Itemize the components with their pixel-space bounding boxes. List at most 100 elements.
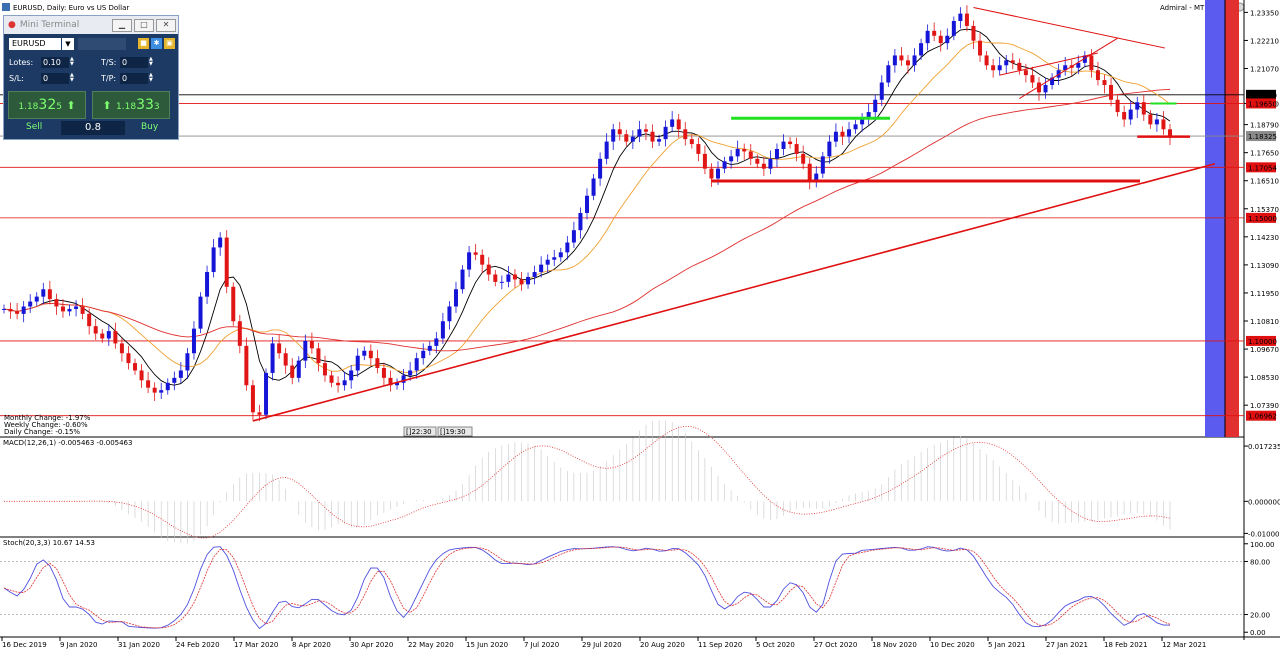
candle <box>133 358 138 375</box>
mini-terminal[interactable]: ● Mini Terminal ▁ □ ✕ EURUSD ▼ ■ ✱ ▣ Lot… <box>3 15 179 140</box>
minimize-button[interactable]: ▁ <box>112 19 132 32</box>
chevron-down-icon[interactable]: ▼ <box>62 38 74 50</box>
candle <box>381 362 386 387</box>
candle <box>905 54 910 74</box>
candle <box>598 152 603 186</box>
lots-input[interactable]: 0.10 <box>41 57 69 68</box>
future-zone-blue <box>1205 0 1225 437</box>
candle <box>1036 77 1041 101</box>
sl-input[interactable]: 0 <box>41 73 69 84</box>
channel-line-lower[interactable] <box>1019 37 1118 99</box>
candle <box>624 129 629 147</box>
date-tick-label: 16 Dec 2019 <box>2 641 47 649</box>
candle <box>670 111 675 133</box>
candle <box>951 16 956 41</box>
candle <box>604 133 609 165</box>
candle <box>735 140 740 162</box>
candle <box>231 282 236 326</box>
candle <box>218 232 223 256</box>
monthly-change: Monthly Change: -1.97% <box>4 414 91 422</box>
symbol-select[interactable]: EURUSD <box>9 38 61 50</box>
sl-stepper[interactable]: ▲ ▼ <box>70 72 74 83</box>
macd-tick-label: 0.017235 <box>1248 443 1280 451</box>
candle <box>1135 96 1140 118</box>
gear-icon[interactable]: ✱ <box>151 38 162 49</box>
moving-average-slow <box>3 89 1171 352</box>
lock-icon[interactable]: ■ <box>138 38 149 49</box>
sell-button[interactable]: Sell <box>26 122 43 132</box>
macd-signal <box>4 425 1171 539</box>
candle <box>552 249 557 267</box>
price-level-label: 1.06962 <box>1248 413 1277 421</box>
close-button[interactable]: ✕ <box>156 19 176 32</box>
tp-stepper[interactable]: ▲ ▼ <box>149 72 153 83</box>
candle <box>997 56 1002 76</box>
candle <box>244 337 249 391</box>
price-tick-label: 1.10810 <box>1250 318 1279 326</box>
candle <box>886 60 891 87</box>
sell-price-fraction: 5 <box>56 102 62 112</box>
support-trendline[interactable] <box>252 162 1216 422</box>
candle <box>159 382 164 400</box>
candle <box>558 247 563 262</box>
candle <box>414 352 419 379</box>
candle <box>729 149 734 169</box>
candle <box>2 304 6 314</box>
candle <box>401 368 406 391</box>
tp-input[interactable]: 0 <box>120 73 148 84</box>
buy-price-button[interactable]: ⬆ 1.18333 <box>92 91 170 119</box>
lots-stepper[interactable]: ▲ ▼ <box>70 56 74 67</box>
descending-trendline[interactable] <box>973 6 1166 49</box>
price-level-box <box>1246 89 1276 100</box>
candle <box>499 275 504 290</box>
candle <box>1154 113 1159 132</box>
candle <box>1115 95 1120 117</box>
candle <box>971 20 976 50</box>
candle <box>1141 94 1146 121</box>
ts-label: T/S: <box>101 58 117 67</box>
candle <box>362 346 367 361</box>
session-label-1-text: []22:30 <box>406 428 432 436</box>
ts-input[interactable]: 0 <box>120 57 148 68</box>
candle <box>395 378 400 390</box>
candle <box>630 130 635 149</box>
channel-line-upper[interactable] <box>999 52 1099 76</box>
candle <box>689 134 694 149</box>
candle <box>349 365 354 389</box>
ts-stepper[interactable]: ▲ ▼ <box>149 56 153 67</box>
candle <box>1023 63 1028 83</box>
candle <box>185 347 190 379</box>
buy-button[interactable]: Buy <box>141 122 159 132</box>
candle <box>1095 61 1100 86</box>
session-label-1 <box>403 426 437 437</box>
maximize-button[interactable]: □ <box>134 19 154 32</box>
candle <box>296 356 301 383</box>
candle <box>493 270 498 287</box>
candle <box>205 265 210 305</box>
candle <box>512 269 517 288</box>
candle <box>421 343 426 365</box>
candle <box>303 334 308 369</box>
symbol-search-field[interactable] <box>78 38 126 50</box>
lots-label: Lotes: <box>9 58 34 67</box>
candle <box>290 358 295 385</box>
candle <box>827 135 832 164</box>
info-icon[interactable]: ▣ <box>164 38 175 49</box>
candle <box>571 221 576 248</box>
candle <box>41 282 46 305</box>
candle <box>1128 101 1133 125</box>
candle <box>368 344 373 366</box>
candle <box>15 303 20 320</box>
candle <box>74 300 79 317</box>
date-tick-label: 12 Mar 2021 <box>1162 641 1206 649</box>
date-tick-label: 11 Sep 2020 <box>698 641 742 649</box>
moving-average-fast <box>3 28 1171 386</box>
sell-price-button[interactable]: 1.18325 ⬆ <box>8 91 86 119</box>
macd-histogram <box>82 420 1171 544</box>
candle <box>427 341 432 356</box>
candle <box>761 157 766 177</box>
price-tick-label: 1.23350 <box>1250 9 1279 17</box>
date-tick-label: 18 Nov 2020 <box>872 641 917 649</box>
candle <box>322 355 327 382</box>
